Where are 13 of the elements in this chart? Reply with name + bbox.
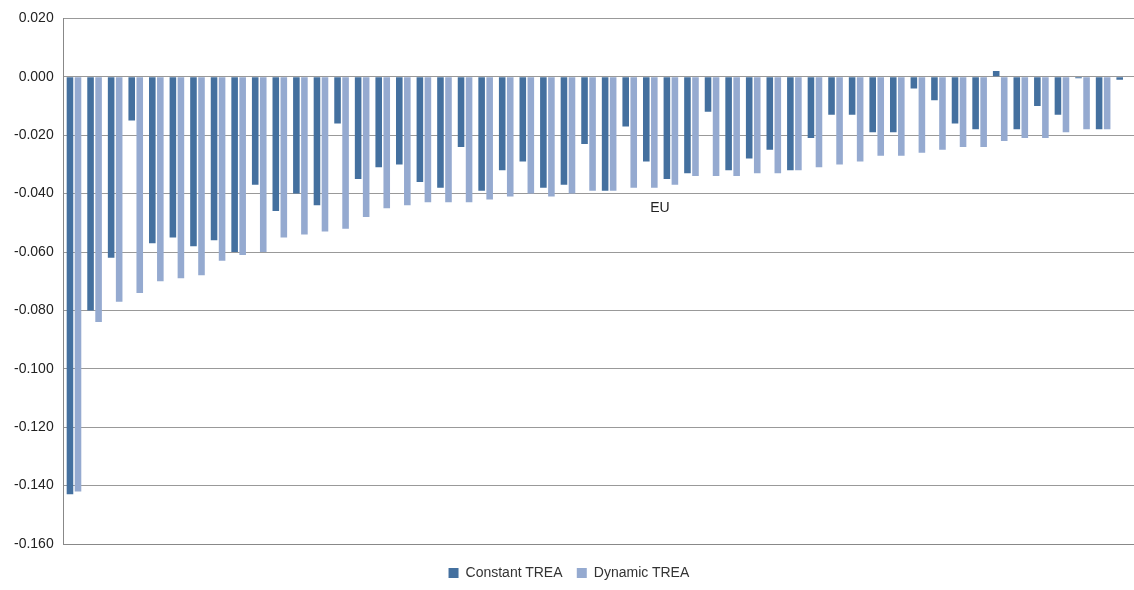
y-tick-label: -0.120 xyxy=(13,418,54,435)
y-tick-label: -0.100 xyxy=(13,359,54,376)
y-tick-label: -0.060 xyxy=(13,242,54,259)
legend-label: Constant TREA xyxy=(465,563,564,580)
annotation: EU xyxy=(650,199,670,216)
y-tick-label: 0.000 xyxy=(18,67,54,84)
y-tick-label: -0.040 xyxy=(13,184,54,201)
y-tick-label: -0.140 xyxy=(13,476,54,493)
legend-label: Dynamic TREA xyxy=(593,563,690,580)
y-tick-label: -0.080 xyxy=(13,301,54,318)
y-tick-label: 0.020 xyxy=(18,9,54,26)
y-tick-label: -0.020 xyxy=(13,126,54,143)
y-tick-label: -0.160 xyxy=(13,534,54,551)
